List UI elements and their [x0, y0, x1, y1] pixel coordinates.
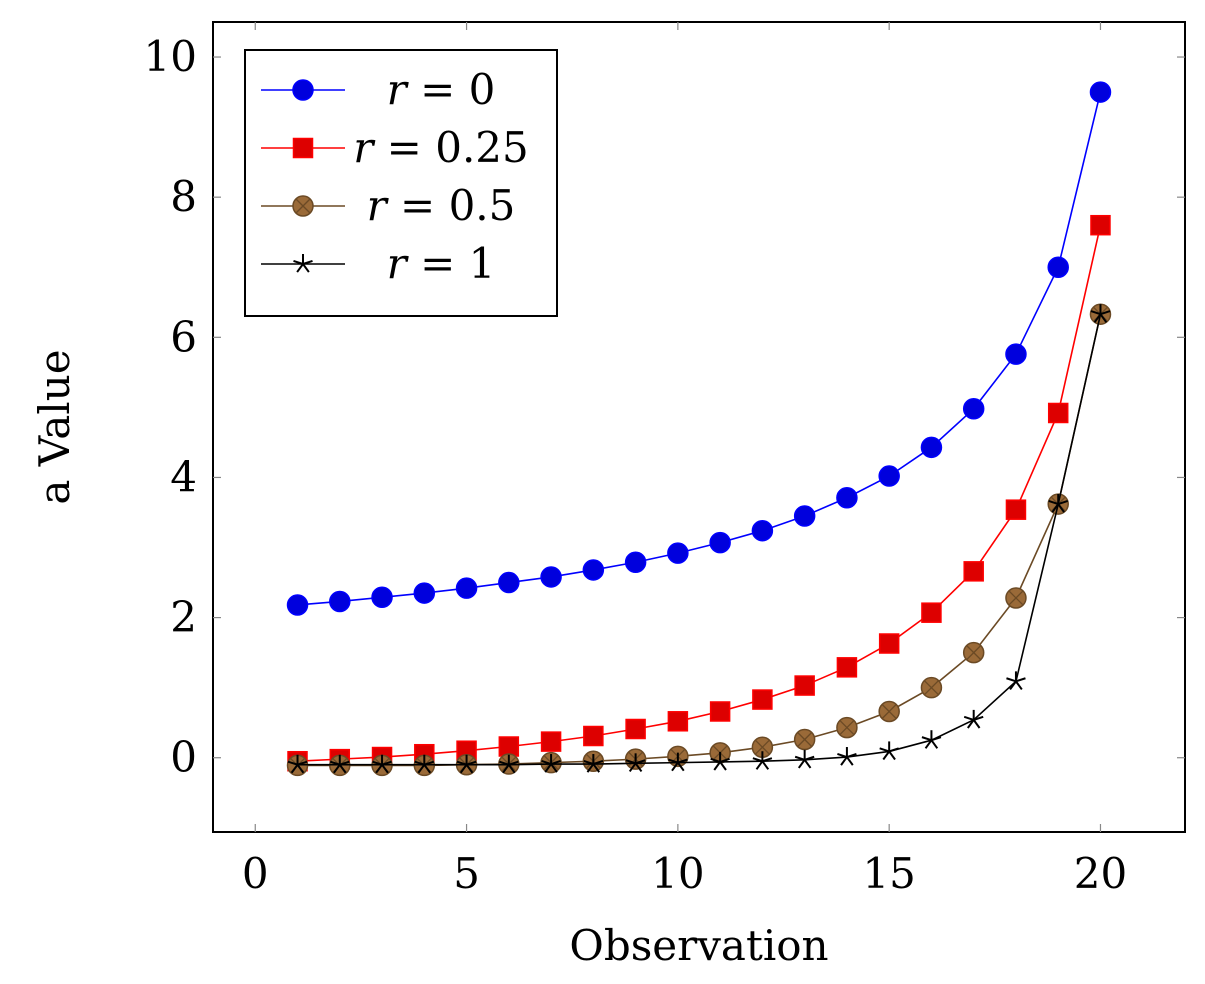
series-0-point: [286, 594, 309, 616]
series-1-point: [498, 736, 520, 757]
series-0-point: [329, 590, 351, 613]
y-tick-label: 8: [170, 172, 197, 221]
series-3-point: [541, 754, 561, 773]
series-0-point: [1005, 343, 1027, 365]
series-2-point: [878, 700, 900, 723]
series-3-point: [625, 753, 646, 773]
series-3-point: [583, 754, 604, 773]
series-0-point: [624, 551, 647, 573]
series-3-point: [456, 754, 477, 774]
series-3-point: [794, 749, 815, 769]
series-3-point: [710, 751, 730, 771]
legend: r = 0 r = 0.25 r = 0.5 r = 1: [244, 49, 558, 317]
legend-entry-0: r = 0: [261, 65, 495, 114]
y-tick-label: 10: [144, 32, 197, 81]
series-3: [287, 304, 1111, 774]
series-0-point: [1047, 256, 1069, 278]
series-3-point: [1006, 671, 1026, 691]
series-2-point: [920, 676, 943, 699]
series-0-point: [751, 519, 774, 542]
legend-entry-3: r = 1: [261, 239, 495, 288]
series-3-point: [752, 751, 773, 770]
series-0-point: [413, 582, 436, 604]
series-1: [287, 214, 1111, 772]
series-3-point: [963, 709, 984, 729]
series-0-point: [540, 566, 562, 588]
series-1-point: [752, 689, 773, 710]
series-3-point: [837, 747, 857, 766]
series-2-point: [1005, 587, 1027, 609]
series-1-point: [1005, 499, 1027, 520]
series-0-point: [962, 398, 985, 420]
legend-label: r = 0.5: [367, 181, 516, 230]
series-0-point: [667, 542, 689, 564]
series-3-point: [287, 754, 308, 774]
series-1-point: [963, 561, 984, 582]
legend-marker: [292, 195, 314, 217]
series-1-point: [1047, 402, 1069, 424]
series-0-point: [582, 559, 605, 581]
series-1-point: [836, 657, 858, 678]
series-1-point: [1090, 214, 1111, 236]
series-0-point: [371, 586, 393, 609]
series-3-point: [414, 754, 435, 774]
series-1-point: [709, 701, 731, 722]
series-3-point: [1090, 304, 1111, 323]
series-2-line: [297, 314, 1102, 767]
ticks-layer: 0 5 10 15 20 0 2 4 6 8 10: [144, 22, 1185, 898]
legend-marker: [293, 254, 313, 273]
series-2: [286, 303, 1112, 777]
legend-label: r = 1: [387, 239, 496, 288]
series-0-point: [836, 487, 858, 509]
legend-label: r = 0: [387, 65, 496, 114]
series-0: [286, 81, 1112, 616]
series-2-point: [836, 716, 858, 739]
y-tick-label: 2: [170, 593, 197, 642]
series-0-point: [793, 505, 816, 527]
legend-entry-1: r = 0.25: [261, 123, 529, 172]
series-0-point: [455, 577, 478, 599]
y-tick-label: 0: [170, 733, 197, 782]
x-tick-label: 0: [242, 849, 269, 898]
x-tick-label: 15: [862, 849, 915, 898]
legend-marker: [292, 137, 314, 159]
series-0-point: [709, 531, 731, 554]
series-3-line: [297, 314, 1102, 766]
series-3-point: [879, 741, 899, 761]
series-3-point: [372, 754, 392, 774]
x-tick-label: 5: [453, 849, 480, 898]
series-2-point: [793, 728, 816, 751]
series-2-point: [962, 641, 985, 664]
series-0-point: [1089, 81, 1112, 103]
y-axis-label: a Value: [30, 349, 79, 504]
y-tick-label: 4: [170, 452, 197, 501]
series-3-point: [668, 752, 688, 772]
series-1-point: [667, 711, 689, 732]
x-axis-label: Observation: [569, 921, 828, 970]
series-1-point: [878, 633, 900, 654]
legend-entry-2: r = 0.5: [261, 181, 515, 230]
series-0-point: [498, 571, 520, 594]
legend-marker: [292, 79, 314, 101]
series-1-point: [540, 731, 562, 752]
series-1-point: [625, 718, 646, 740]
series-3-point: [499, 754, 519, 774]
series-3-point: [921, 730, 942, 749]
series-3-point: [1048, 494, 1069, 513]
series-3-point: [329, 754, 350, 774]
y-tick-label: 6: [170, 312, 197, 361]
series-0-point: [920, 436, 943, 459]
series-layer: [286, 81, 1112, 777]
series-2-point: [751, 736, 774, 758]
series-1-point: [921, 602, 942, 623]
x-tick-label: 10: [651, 849, 704, 898]
series-1-point: [794, 675, 815, 696]
series-1-point: [583, 725, 604, 747]
plot-frame: [212, 21, 1186, 833]
legend-label: r = 0.25: [353, 123, 529, 172]
x-tick-label: 20: [1074, 849, 1127, 898]
series-0-point: [878, 465, 900, 487]
